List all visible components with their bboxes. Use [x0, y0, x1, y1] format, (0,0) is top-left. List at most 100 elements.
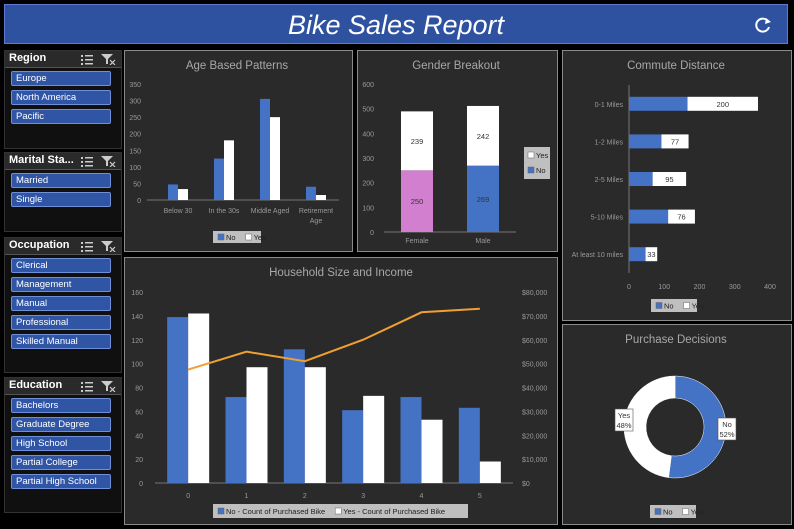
bar-no [467, 165, 499, 232]
bar-yes [687, 96, 759, 111]
data-label: Yes [618, 411, 630, 420]
clear-filter-icon[interactable] [101, 241, 116, 252]
slicer-item-clerical[interactable]: Clerical [11, 258, 111, 273]
multi-select-icon[interactable] [81, 55, 93, 65]
y-tick-label: 1-2 Miles [595, 139, 624, 146]
y-tick-label: 150 [129, 148, 141, 155]
slicer-item-single[interactable]: Single [11, 192, 111, 207]
bar-no [401, 170, 433, 232]
bar-yes [661, 134, 689, 149]
chart-title: Gender Breakout [412, 60, 500, 72]
slicer-item-manual[interactable]: Manual [11, 296, 111, 311]
x-tick-label: Retirement Age [299, 208, 333, 225]
age-chart-panel: Age Based Patterns 0 50 100 150 200 250 300 350 B… [124, 50, 353, 252]
slicer-item-europe[interactable]: Europe [11, 71, 111, 86]
y-tick-label: 0-1 Miles [595, 102, 624, 109]
y-tick-label: 200 [362, 181, 374, 188]
y2-tick-label: $50,000 [522, 362, 547, 369]
slicer-item-north-america[interactable]: North America [11, 90, 111, 105]
y-tick-label: 100 [362, 205, 374, 212]
data-label: 250 [411, 197, 424, 206]
bar-yes [668, 209, 695, 224]
y-tick-label: 140 [131, 314, 143, 321]
bar-yes [401, 111, 433, 171]
education-slicer-title: Education [9, 379, 63, 391]
data-label: 95 [665, 175, 673, 184]
legend-label: Yes [254, 233, 266, 242]
data-label: 269 [477, 195, 490, 204]
y-tick-label: 200 [129, 132, 141, 139]
legend-label: Yes [692, 302, 704, 311]
y2-tick-label: $70,000 [522, 314, 547, 321]
y2-tick-label: $10,000 [522, 457, 547, 464]
refresh-icon[interactable] [753, 15, 773, 35]
legend-swatch [527, 166, 535, 174]
slicer-header: Education [5, 378, 121, 395]
y-tick-label: 20 [135, 457, 143, 464]
bar-no [629, 209, 669, 224]
title-bar: Bike Sales Report [4, 4, 788, 44]
region-slicer: Region Europe North America Pacific [4, 50, 122, 149]
bar [283, 349, 305, 483]
slicer-item-pacific[interactable]: Pacific [11, 109, 111, 124]
y-tick-label: 100 [129, 165, 141, 172]
x-tick-label: Middle Aged [251, 208, 290, 215]
slicer-item-professional[interactable]: Professional [11, 315, 111, 330]
bar [306, 186, 316, 200]
chart-title: Household Size and Income [269, 267, 413, 279]
donut-slice [623, 375, 676, 478]
bar [458, 407, 480, 483]
multi-select-icon[interactable] [81, 157, 93, 167]
data-label: No [722, 420, 732, 429]
clear-filter-icon[interactable] [101, 156, 116, 167]
legend-swatch [682, 508, 689, 515]
legend-swatch [334, 507, 342, 515]
legend-label: No [664, 302, 674, 311]
slicer-item-partial-high-school[interactable]: Partial High School [11, 474, 111, 489]
multi-select-icon[interactable] [81, 242, 93, 252]
y-tick-label: 0 [137, 198, 141, 205]
x-tick-label: 4 [420, 493, 424, 500]
slicer-item-bachelors[interactable]: Bachelors [11, 398, 111, 413]
x-tick-label: In the 30s [209, 208, 240, 215]
slicer-item-married[interactable]: Married [11, 173, 111, 188]
y2-tick-label: $20,000 [522, 433, 547, 440]
clear-filter-icon[interactable] [101, 381, 116, 392]
gender-chart-panel: Gender Breakout 0 100 200 300 400 500 600 250 239… [357, 50, 558, 252]
y-tick-label: 500 [362, 107, 374, 114]
slicer-item-high-school[interactable]: High School [11, 436, 111, 451]
legend-label: Yes [536, 151, 548, 160]
bar [363, 395, 385, 483]
data-label: 242 [477, 132, 490, 141]
y-tick-label: 350 [129, 82, 141, 89]
y-tick-label: 300 [362, 156, 374, 163]
y-tick-label: 60 [135, 409, 143, 416]
x-tick-label: 5 [478, 493, 482, 500]
chart-title: Purchase Decisions [625, 334, 727, 346]
slicer-item-management[interactable]: Management [11, 277, 111, 292]
bar [178, 189, 188, 200]
legend-label: Yes [691, 508, 703, 517]
legend-swatch [245, 233, 252, 241]
clear-filter-icon[interactable] [101, 54, 116, 65]
chart-title: Age Based Patterns [186, 60, 289, 72]
age-chart: Age Based Patterns 0 50 100 150 200 250 300 350 B… [129, 60, 339, 243]
data-label: 76 [677, 213, 685, 222]
bar-yes [645, 247, 658, 262]
legend-swatch [527, 151, 535, 159]
slicer-item-skilled-manual[interactable]: Skilled Manual [11, 334, 111, 349]
y2-tick-label: $60,000 [522, 338, 547, 345]
multi-select-icon[interactable] [81, 382, 93, 392]
chart-title: Commute Distance [627, 60, 725, 72]
data-label: 200 [717, 100, 730, 109]
bar [316, 195, 326, 200]
slicer-item-graduate-degree[interactable]: Graduate Degree [11, 417, 111, 432]
slicer-item-partial-college[interactable]: Partial College [11, 455, 111, 470]
marital-status-slicer: Marital Sta... Married Single [4, 152, 122, 232]
y-tick-label: At least 10 miles [572, 252, 624, 259]
bar [224, 140, 234, 200]
slicer-header: Occupation [5, 238, 121, 255]
legend-label: No [226, 233, 236, 242]
report-title: Bike Sales Report [287, 10, 505, 40]
